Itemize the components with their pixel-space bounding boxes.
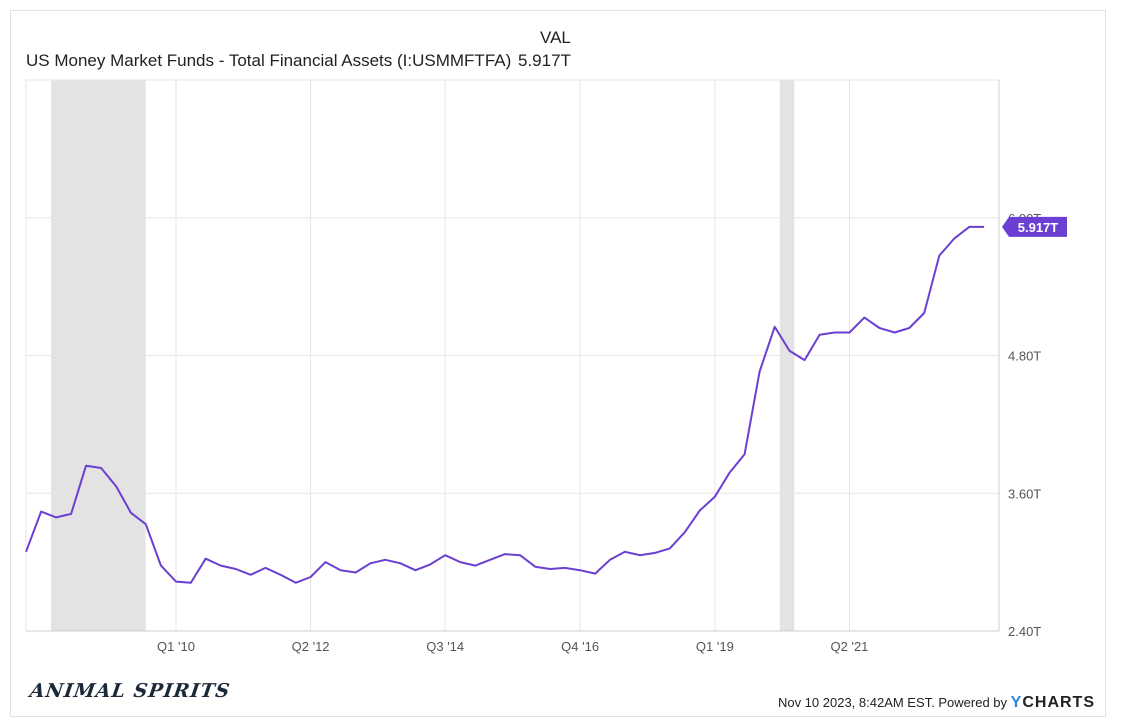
x-tick-label: Q3 '14 xyxy=(426,639,464,654)
legend-series-name[interactable]: US Money Market Funds - Total Financial … xyxy=(26,51,512,70)
y-tick-label: 2.40T xyxy=(1008,624,1041,639)
last-value-badge-text: 5.917T xyxy=(1018,220,1059,235)
grid-lines xyxy=(26,79,999,632)
legend-column-header: VAL xyxy=(540,28,571,47)
ycharts-logo-text: CHARTS xyxy=(1022,694,1095,711)
footer-timestamp: Nov 10 2023, 8:42AM EST. Powered by xyxy=(777,695,1008,710)
x-tick-label: Q2 '21 xyxy=(831,639,869,654)
last-value-badge-shape xyxy=(1002,216,1067,237)
ycharts-logo-y: Y xyxy=(1010,694,1023,711)
last-value-badge: 5.917T xyxy=(1002,216,1067,237)
x-tick-label: Q4 '16 xyxy=(561,639,599,654)
footer: Nov 10 2023, 8:42AM EST. Powered by YCHA… xyxy=(778,694,1095,712)
y-tick-label: 3.60T xyxy=(1008,486,1041,501)
ycharts-logo[interactable]: YCHARTS xyxy=(1011,694,1095,711)
animal-spirits-logo: ANIMAL SPIRITS xyxy=(28,680,232,702)
x-tick-label: Q1 '19 xyxy=(696,639,734,654)
chart-frame xyxy=(10,10,1106,717)
y-tick-label: 4.80T xyxy=(1008,349,1041,364)
axis-lines xyxy=(25,80,1000,632)
series-layer xyxy=(25,225,985,584)
x-tick-label: Q1 '10 xyxy=(157,639,195,654)
series-line xyxy=(25,225,985,584)
legend-series-value: 5.917T xyxy=(518,51,571,70)
x-tick-label: Q2 '12 xyxy=(292,639,330,654)
